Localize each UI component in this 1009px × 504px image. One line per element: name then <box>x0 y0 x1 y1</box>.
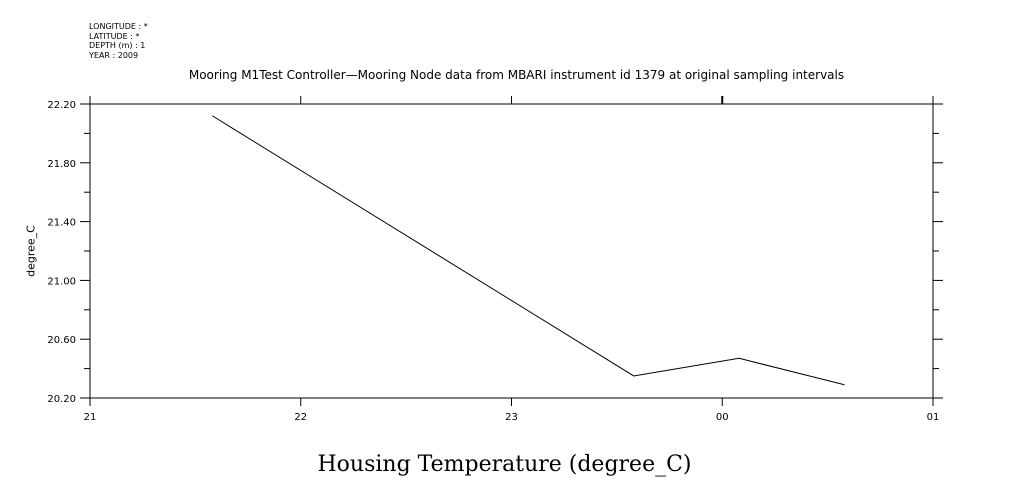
axis-ticks <box>80 96 943 406</box>
y-tick-label: 22.20 <box>47 100 76 111</box>
latitude-label: LATITUDE : * <box>89 31 140 41</box>
y-tick-label: 21.80 <box>47 159 76 170</box>
x-tick-labels: 21 22 23 00 01 <box>84 412 940 423</box>
x-tick-label: 23 <box>505 412 518 423</box>
y-tick-label: 20.20 <box>47 394 76 405</box>
x-tick-label: 01 <box>927 412 940 423</box>
y-tick-label: 21.00 <box>47 276 76 287</box>
y-axis-label: degree_C <box>24 225 38 277</box>
series-line <box>211 115 845 386</box>
longitude-label: LONGITUDE : * <box>89 22 148 31</box>
chart-title: Mooring M1Test Controller—Mooring Node d… <box>188 68 845 82</box>
x-tick-label: 21 <box>84 412 97 423</box>
y-tick-labels: 20.20 20.60 21.00 21.40 21.80 22.20 <box>47 100 76 405</box>
plot-frame <box>89 96 942 406</box>
x-tick-label: 00 <box>716 412 729 423</box>
year-label: YEAR : 2009 <box>89 50 139 60</box>
x-tick-label: 22 <box>294 412 307 423</box>
y-tick-label: 21.40 <box>47 218 76 229</box>
series-group <box>211 115 845 386</box>
y-tick-label: 20.60 <box>47 335 76 346</box>
bottom-title: Housing Temperature (degree_C) <box>317 452 692 477</box>
header-meta: LONGITUDE : * LATITUDE : * DEPTH (m) : 1… <box>89 22 148 60</box>
depth-label: DEPTH (m) : 1 <box>89 41 146 50</box>
